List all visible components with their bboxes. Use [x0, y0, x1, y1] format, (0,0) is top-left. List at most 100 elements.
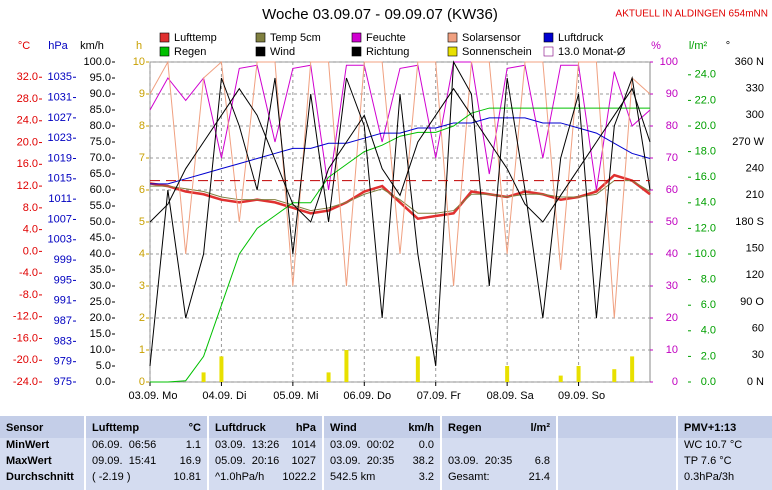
y-tick-label: 15.0: [90, 328, 111, 340]
y-tick-label: 240: [746, 163, 764, 175]
series-line: [149, 60, 651, 367]
y-tick-label: 20: [666, 312, 678, 324]
y-tick-label: 1015: [48, 173, 72, 185]
y-tick-label: -12.0: [13, 311, 38, 323]
bar: [326, 372, 331, 382]
y-tick-label: -4.0: [19, 267, 38, 279]
value-cell: 542.5 km: [330, 471, 376, 483]
legend-label: Feuchte: [366, 32, 406, 44]
y-tick-label: 6: [139, 184, 145, 196]
y-tick-label: 1011: [48, 193, 72, 205]
legend-swatch: [543, 32, 554, 43]
value-cell: 05.09. 20:16: [215, 455, 280, 467]
value-cell: WC 10.7 °C: [684, 439, 743, 451]
value-cell: 09.09. 15:41: [92, 455, 157, 467]
y-tick-label: 0 N: [747, 376, 764, 388]
y-tick-label: 8.0: [701, 274, 716, 286]
y-tick-label: 70: [666, 152, 678, 164]
legend-label: Sonnenschein: [462, 46, 532, 58]
header-cell: PMV+1:13: [684, 422, 737, 434]
value-cell: 10.81: [173, 471, 201, 483]
header-cell: °C: [188, 422, 201, 434]
y-tick-label: 8: [139, 120, 145, 132]
value-cell: 16.9: [179, 455, 201, 467]
chart-subtitle: AKTUELL IN ALDINGEN 654mNN: [616, 9, 768, 20]
bar: [630, 356, 635, 382]
y-tick-label: 28.0: [17, 93, 38, 105]
y-tick-label: 40.0: [90, 248, 111, 260]
x-tick-label: 03.09. Mo: [129, 390, 178, 402]
y-tick-label: 150: [746, 243, 764, 255]
value-cell: ( -2.19 ): [92, 471, 131, 483]
y-tick-label: 90: [666, 88, 678, 100]
y-tick-label: 999: [54, 254, 72, 266]
legend-swatch: [255, 46, 266, 57]
table-column: Lufttemp °C 06.09. 06:56 1.1 09.09. 15:41 16.…: [86, 416, 207, 490]
y-tick-label: 25.0: [90, 296, 111, 308]
y-tick-label: 120: [746, 269, 764, 281]
y-tick-label: 18.0: [695, 146, 716, 158]
y-tick-label: 20.0: [90, 312, 111, 324]
series-line: [149, 87, 651, 223]
bar: [505, 366, 510, 382]
y-tick-label: 24.0: [695, 69, 716, 81]
bar: [558, 375, 563, 382]
value-cell: ^1.0hPa/h: [215, 471, 265, 483]
y-tick-label: 55.0: [90, 200, 111, 212]
y-tick-label: 10: [666, 344, 678, 356]
value-cell: 3.2: [418, 471, 434, 483]
y-tick-label: 987: [54, 315, 72, 327]
value-cell: 38.2: [412, 455, 434, 467]
header-cell: Durchschnitt: [6, 471, 74, 483]
bar: [612, 369, 617, 382]
y-tick-label: 5.0: [96, 360, 111, 372]
y-tick-label: 50.0: [90, 216, 111, 228]
y-tick-label: 70.0: [90, 152, 111, 164]
table-column: [558, 416, 676, 490]
header-band: [86, 416, 207, 438]
y-tick-label: 995: [54, 274, 72, 286]
legend-label: Luftdruck: [558, 32, 604, 44]
legend-label: Richtung: [366, 46, 409, 58]
chart-title: Woche 03.09.07 - 09.09.07 (KW36): [262, 6, 498, 23]
legend-swatch: [543, 46, 554, 57]
y-tick-label: 7: [139, 152, 145, 164]
series-line: [149, 60, 651, 319]
y-tick-label: -16.0: [13, 332, 38, 344]
y-tick-label: 180 S: [735, 216, 764, 228]
value-cell: 21.4: [528, 471, 550, 483]
bar: [201, 372, 206, 382]
header-cell: Regen: [448, 422, 482, 434]
chart: Woche 03.09.07 - 09.09.07 (KW36) AKTUELL…: [13, 6, 768, 402]
y-tick-label: 10.0: [90, 344, 111, 356]
table-column: Sensor MinWert MaxWert Durchschnitt: [0, 416, 84, 490]
header-band: [324, 416, 440, 438]
y-tick-label: 1023: [48, 132, 72, 144]
header-cell: Lufttemp: [92, 422, 140, 434]
y-tick-label: 10: [133, 56, 145, 68]
legend-swatch: [447, 46, 458, 57]
y-tick-label: 300: [746, 109, 764, 121]
y-tick-label: 2: [139, 312, 145, 324]
legend-swatch: [159, 32, 170, 43]
axis-unit: hPa: [48, 40, 68, 52]
bar: [344, 350, 349, 382]
y-tick-label: 60.0: [90, 184, 111, 196]
header-band: [209, 416, 322, 438]
y-tick-label: 6.0: [701, 299, 716, 311]
header-band: [442, 416, 556, 438]
y-tick-label: 4: [139, 248, 145, 260]
y-tick-label: 8.0: [23, 202, 38, 214]
value-cell: TP 7.6 °C: [684, 455, 732, 467]
axis-unit: °C: [18, 40, 30, 52]
y-tick-label: -24.0: [13, 376, 38, 388]
value-cell: 06.09. 06:56: [92, 439, 157, 451]
value-cell: Gesamt:: [448, 471, 490, 483]
table-column: Luftdruck hPa 03.09. 13:26 1014 05.09. 20:16…: [209, 416, 322, 490]
y-tick-label: 45.0: [90, 232, 111, 244]
legend-swatch: [447, 32, 458, 43]
y-tick-label: 30.0: [90, 280, 111, 292]
y-tick-label: 0.0: [23, 245, 38, 257]
x-tick-label: 05.09. Mi: [273, 390, 318, 402]
y-tick-label: 1019: [48, 152, 72, 164]
